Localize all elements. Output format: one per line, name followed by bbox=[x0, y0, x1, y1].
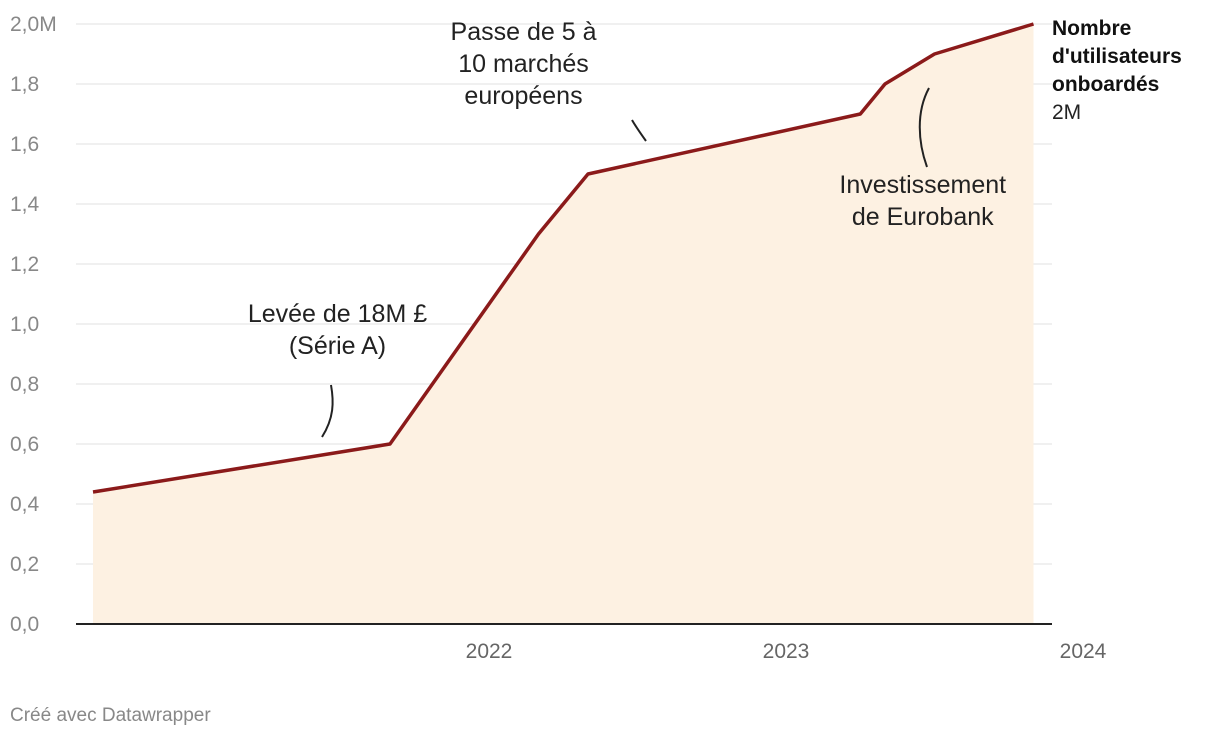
x-axis-ticks: 2022 2023 2024 bbox=[466, 640, 1107, 663]
y-tick-label: 2,0M bbox=[10, 13, 57, 36]
annotation-connector-series-a bbox=[321, 384, 334, 438]
series-label-line2: d'utilisateurs bbox=[1052, 45, 1182, 68]
y-axis-ticks: 0,0 0,2 0,4 0,6 0,8 1,0 1,2 1,4 1,6 1,8 2,0M bbox=[10, 13, 57, 636]
annotation-text: de Eurobank bbox=[852, 203, 994, 231]
annotation-text: européens bbox=[464, 82, 582, 110]
y-tick-label: 1,4 bbox=[10, 193, 40, 216]
y-tick-label: 1,0 bbox=[10, 313, 39, 336]
footer-credit: Créé avec Datawrapper bbox=[10, 705, 211, 726]
chart-area: 0,00,20,40,60,81,01,21,41,61,82,0M 2022 2… bbox=[10, 13, 1182, 663]
y-tick-label: 0,0 bbox=[10, 613, 39, 636]
x-tick-label: 2023 bbox=[763, 640, 810, 663]
series-label-line3: onboardés bbox=[1052, 73, 1159, 96]
y-tick-label: 0,2 bbox=[10, 553, 39, 576]
area-fill bbox=[93, 24, 1034, 624]
annotation-text: Passe de 5 à bbox=[451, 18, 597, 46]
y-tick-label: 1,2 bbox=[10, 253, 39, 276]
y-tick-label: 0,4 bbox=[10, 493, 40, 516]
annotation-text: Levée de 18M £ bbox=[248, 300, 427, 328]
x-tick-label: 2024 bbox=[1060, 640, 1107, 663]
y-tick-label: 0,8 bbox=[10, 373, 39, 396]
annotation-connector-eurobank bbox=[918, 87, 930, 168]
annotations: Levée de 18M £ (Série A) Passe de 5 à 10 ma… bbox=[248, 18, 1006, 360]
annotation-connector-markets bbox=[631, 119, 647, 142]
y-tick-label: 0,6 bbox=[10, 433, 39, 456]
y-tick-label: 1,6 bbox=[10, 133, 39, 156]
y-tick-label: 1,8 bbox=[10, 73, 39, 96]
series-line bbox=[92, 22, 1035, 494]
series-label-line1: Nombre bbox=[1052, 17, 1131, 40]
series-end-value: 2M bbox=[1052, 101, 1081, 124]
annotation-text: 10 marchés bbox=[458, 50, 589, 78]
annotation-text: (Série A) bbox=[289, 332, 386, 360]
annotation-text: Investissement bbox=[839, 171, 1006, 199]
x-tick-label: 2022 bbox=[466, 640, 513, 663]
